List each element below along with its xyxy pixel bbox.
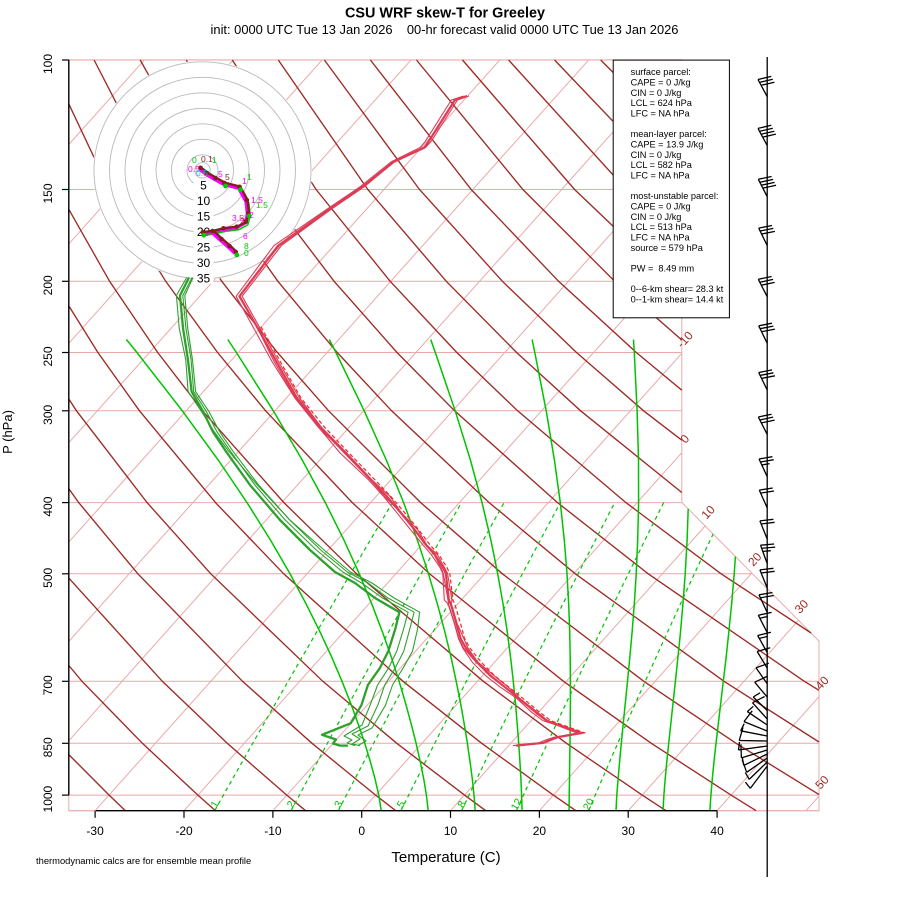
svg-text:15: 15 bbox=[197, 209, 211, 223]
svg-text:20: 20 bbox=[533, 824, 547, 838]
svg-text:5: 5 bbox=[225, 172, 230, 182]
svg-text:20: 20 bbox=[581, 796, 597, 812]
svg-text:LFC = NA hPa: LFC = NA hPa bbox=[631, 233, 691, 243]
svg-text:3.5: 3.5 bbox=[232, 213, 244, 223]
svg-text:LFC = NA hPa: LFC = NA hPa bbox=[631, 109, 691, 119]
svg-text:1: 1 bbox=[247, 172, 252, 182]
svg-text:0.5: 0.5 bbox=[188, 164, 200, 174]
svg-text:2: 2 bbox=[249, 210, 254, 220]
svg-text:CSU WRF skew-T for Greeley: CSU WRF skew-T for Greeley bbox=[345, 5, 545, 21]
svg-text:source = 579 hPa: source = 579 hPa bbox=[631, 243, 704, 253]
svg-text:thermodynamic calcs are for en: thermodynamic calcs are for ensemble mea… bbox=[36, 855, 251, 866]
svg-text:300: 300 bbox=[41, 404, 55, 424]
svg-text:12: 12 bbox=[509, 796, 525, 812]
svg-text:30: 30 bbox=[622, 824, 636, 838]
svg-text:mean-layer parcel:: mean-layer parcel: bbox=[631, 129, 707, 139]
svg-text:CAPE = 0 J/kg: CAPE = 0 J/kg bbox=[631, 78, 691, 88]
svg-text:surface parcel:: surface parcel: bbox=[631, 67, 691, 77]
svg-text:0.1: 0.1 bbox=[201, 154, 213, 164]
svg-text:35: 35 bbox=[197, 271, 211, 285]
svg-text:LCL = 624 hPa: LCL = 624 hPa bbox=[631, 98, 693, 108]
svg-text:6: 6 bbox=[243, 231, 248, 241]
svg-text:0: 0 bbox=[244, 248, 249, 258]
svg-text:1: 1 bbox=[208, 799, 221, 810]
svg-text:25: 25 bbox=[197, 240, 211, 254]
svg-text:150: 150 bbox=[41, 183, 55, 203]
svg-text:0: 0 bbox=[358, 824, 365, 838]
svg-text:400: 400 bbox=[41, 496, 55, 516]
svg-text:PW = 8.49 mm: PW = 8.49 mm bbox=[631, 264, 695, 274]
svg-text:LCL = 513 hPa: LCL = 513 hPa bbox=[631, 222, 693, 232]
svg-text:CIN = 0 J/kg: CIN = 0 J/kg bbox=[631, 88, 682, 98]
svg-text:CIN = 0 J/kg: CIN = 0 J/kg bbox=[631, 212, 682, 222]
svg-text:-10: -10 bbox=[264, 824, 282, 838]
svg-text:1.5: 1.5 bbox=[256, 200, 268, 210]
svg-text:10: 10 bbox=[197, 194, 211, 208]
svg-text:1.5: 1.5 bbox=[251, 195, 263, 205]
svg-text:P (hPa): P (hPa) bbox=[0, 410, 15, 454]
svg-text:8: 8 bbox=[455, 799, 468, 810]
svg-text:850: 850 bbox=[41, 737, 55, 757]
svg-text:5: 5 bbox=[218, 169, 223, 179]
svg-text:250: 250 bbox=[41, 346, 55, 366]
svg-text:init: 0000 UTC Tue 13 Jan 2026: init: 0000 UTC Tue 13 Jan 2026 00-hr for… bbox=[211, 22, 679, 37]
svg-text:3: 3 bbox=[332, 799, 345, 810]
svg-text:Temperature (C): Temperature (C) bbox=[391, 849, 500, 866]
svg-text:200: 200 bbox=[41, 275, 55, 295]
svg-text:5: 5 bbox=[200, 178, 207, 192]
svg-text:8: 8 bbox=[244, 241, 249, 251]
svg-text:2: 2 bbox=[240, 216, 245, 226]
svg-text:10: 10 bbox=[444, 824, 458, 838]
svg-text:1000: 1000 bbox=[41, 785, 55, 812]
svg-text:1: 1 bbox=[242, 176, 247, 186]
svg-text:0--1-km shear= 14.4 kt: 0--1-km shear= 14.4 kt bbox=[631, 295, 724, 305]
svg-text:100: 100 bbox=[41, 54, 55, 74]
svg-text:CAPE = 13.9 J/kg: CAPE = 13.9 J/kg bbox=[631, 140, 704, 150]
svg-text:30: 30 bbox=[197, 256, 211, 270]
svg-text:LFC = NA hPa: LFC = NA hPa bbox=[631, 171, 691, 181]
svg-text:-30: -30 bbox=[86, 824, 104, 838]
svg-text:2: 2 bbox=[285, 799, 298, 810]
svg-text:0--6-km shear= 28.3 kt: 0--6-km shear= 28.3 kt bbox=[631, 284, 724, 294]
svg-text:0: 0 bbox=[192, 155, 197, 165]
svg-text:-20: -20 bbox=[175, 824, 193, 838]
svg-text:CAPE = 0 J/kg: CAPE = 0 J/kg bbox=[631, 202, 691, 212]
svg-text:5: 5 bbox=[395, 799, 408, 810]
svg-text:500: 500 bbox=[41, 567, 55, 587]
svg-text:40: 40 bbox=[710, 824, 724, 838]
svg-text:most-unstable parcel:: most-unstable parcel: bbox=[631, 191, 719, 201]
svg-text:CIN = 0 J/kg: CIN = 0 J/kg bbox=[631, 150, 682, 160]
svg-text:LCL = 582 hPa: LCL = 582 hPa bbox=[631, 160, 693, 170]
svg-text:700: 700 bbox=[41, 675, 55, 695]
svg-text:1: 1 bbox=[212, 155, 217, 165]
svg-text:0.5: 0.5 bbox=[196, 168, 208, 178]
